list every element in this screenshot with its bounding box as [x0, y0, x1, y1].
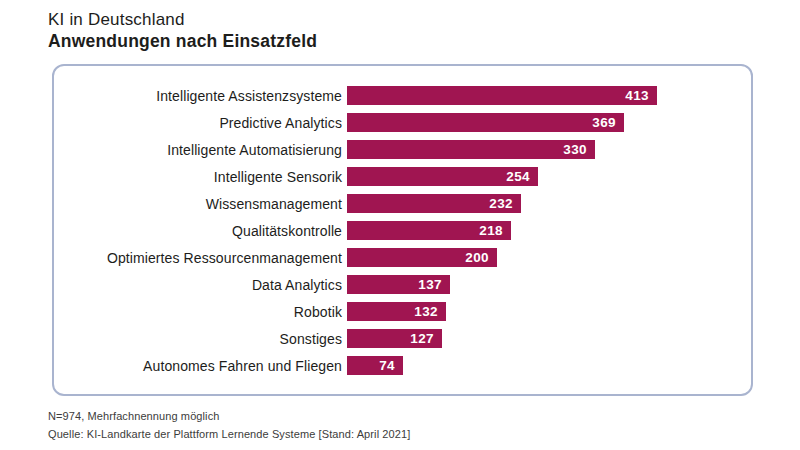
- bar-row: Wissensmanagement 232: [54, 190, 751, 217]
- category-label: Sonstiges: [54, 331, 342, 347]
- bar-value-label: 127: [410, 331, 442, 346]
- bar-row: Sonstiges 127: [54, 325, 751, 352]
- category-label: Wissensmanagement: [54, 196, 342, 212]
- chart-footnotes: N=974, Mehrfachnennung möglich Quelle: K…: [48, 407, 410, 443]
- category-label: Data Analytics: [54, 277, 342, 293]
- bar-row: Intelligente Automatisierung 330: [54, 136, 751, 163]
- bar: 218: [347, 221, 511, 240]
- chart-kicker: KI in Deutschland: [48, 9, 317, 30]
- category-label: Qualitätskontrolle: [54, 223, 342, 239]
- bar-value-label: 413: [625, 88, 657, 103]
- category-label: Predictive Analytics: [54, 115, 342, 131]
- bar: 127: [347, 329, 442, 348]
- bar-value-label: 74: [379, 358, 403, 373]
- bar-row: Data Analytics 137: [54, 271, 751, 298]
- bar-row: Intelligente Assistenzsysteme 413: [54, 82, 751, 109]
- bar-row: Qualitätskontrolle 218: [54, 217, 751, 244]
- category-label: Robotik: [54, 304, 342, 320]
- bar-row: Intelligente Sensorik 254: [54, 163, 751, 190]
- bar: 413: [347, 86, 657, 105]
- bar: 369: [347, 113, 624, 132]
- bar-row: Optimiertes Ressourcenmanagement 200: [54, 244, 751, 271]
- bar-value-label: 137: [418, 277, 450, 292]
- bar: 74: [347, 356, 403, 375]
- category-label: Autonomes Fahren und Fliegen: [54, 358, 342, 374]
- chart-header: KI in Deutschland Anwendungen nach Einsa…: [48, 9, 317, 52]
- bar: 232: [347, 194, 521, 213]
- bar: 330: [347, 140, 595, 159]
- bar-value-label: 330: [563, 142, 595, 157]
- bar: 200: [347, 248, 497, 267]
- bar-row: Robotik 132: [54, 298, 751, 325]
- bar-value-label: 232: [489, 196, 521, 211]
- bar-value-label: 254: [506, 169, 538, 184]
- category-label: Intelligente Automatisierung: [54, 142, 342, 158]
- category-label: Intelligente Sensorik: [54, 169, 342, 185]
- category-label: Optimiertes Ressourcenmanagement: [54, 250, 342, 266]
- bar-value-label: 369: [592, 115, 624, 130]
- source-note: Quelle: KI-Landkarte der Plattform Lerne…: [48, 425, 410, 443]
- chart-title: Anwendungen nach Einsatzfeld: [48, 30, 317, 52]
- bar: 137: [347, 275, 450, 294]
- bar-row: Predictive Analytics 369: [54, 109, 751, 136]
- bar-rows-container: Intelligente Assistenzsysteme 413 Predic…: [54, 82, 751, 379]
- bar: 254: [347, 167, 538, 186]
- bar-value-label: 200: [465, 250, 497, 265]
- sample-note: N=974, Mehrfachnennung möglich: [48, 407, 410, 425]
- bar-row: Autonomes Fahren und Fliegen 74: [54, 352, 751, 379]
- bar-value-label: 132: [414, 304, 446, 319]
- bar: 132: [347, 302, 446, 321]
- chart-panel: Intelligente Assistenzsysteme 413 Predic…: [52, 64, 753, 396]
- category-label: Intelligente Assistenzsysteme: [54, 88, 342, 104]
- bar-value-label: 218: [479, 223, 511, 238]
